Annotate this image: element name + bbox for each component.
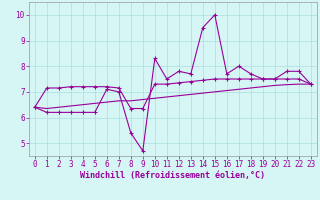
X-axis label: Windchill (Refroidissement éolien,°C): Windchill (Refroidissement éolien,°C) — [80, 171, 265, 180]
